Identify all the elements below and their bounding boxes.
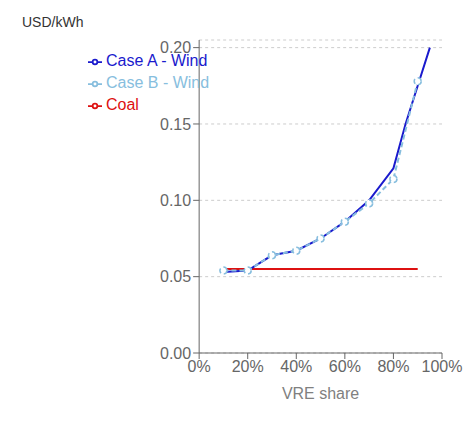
html-text:Coal: Coal: [106, 96, 139, 113]
html-text:USD/kWh: USD/kWh: [22, 14, 84, 30]
svg-text:100%: 100%: [422, 358, 463, 375]
svg-text:40%: 40%: [280, 358, 312, 375]
svg-text:0.10: 0.10: [160, 192, 191, 209]
svg-text:0.20: 0.20: [160, 39, 191, 56]
html-text:Case B - Wind: Case B - Wind: [106, 74, 210, 91]
svg-text:0%: 0%: [187, 358, 211, 376]
svg-text:VRE share: VRE share: [282, 385, 359, 402]
svg-text:60%: 60%: [329, 358, 361, 375]
svg-text:0.15: 0.15: [160, 116, 191, 133]
svg-text:0.05: 0.05: [160, 268, 191, 285]
html-text:Case A - Wind: Case A - Wind: [106, 52, 208, 69]
svg-text:20%: 20%: [232, 358, 264, 375]
svg-text:0.00: 0.00: [160, 345, 191, 362]
svg-text:80%: 80%: [377, 358, 409, 375]
